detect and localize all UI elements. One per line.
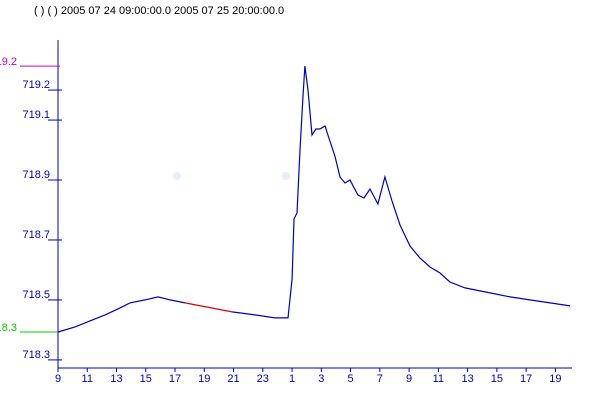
reference-label: 719.2 [0,56,17,68]
x-tick-label: 9 [406,373,412,385]
y-tick-label: 718.9 [22,169,50,181]
x-tick-label: 17 [169,373,181,385]
y-tick-label: 718.5 [22,289,50,301]
x-tick-label: 23 [257,373,269,385]
marker-dot [173,172,181,180]
chart-title: ( ) ( ) 2005 07 24 09:00:00.0 2005 07 25… [34,5,284,17]
x-tick-label: 3 [318,373,324,385]
x-tick-label: 5 [348,373,354,385]
y-tick-label: 719.1 [22,109,50,121]
x-tick-label: 13 [110,373,122,385]
y-tick-label: 719.2 [22,79,50,91]
x-tick-label: 11 [82,373,93,385]
x-tick-label: 19 [549,373,561,385]
series-line [184,302,233,313]
x-tick-label: 7 [377,373,383,385]
y-tick-label: 718.3 [22,349,50,361]
x-tick-label: 11 [433,373,444,385]
reference-label: 718.3 [0,322,17,334]
marker-dot [282,172,290,180]
x-tick-label: 17 [520,373,532,385]
x-tick-label: 19 [198,373,210,385]
series-line [57,66,571,333]
y-tick-label: 718.7 [22,229,50,241]
x-tick-label: 1 [289,373,295,385]
x-tick-label: 21 [227,373,239,385]
x-tick-label: 15 [491,373,503,385]
x-tick-label: 13 [461,373,473,385]
x-tick-label: 15 [140,373,152,385]
x-tick-label: 9 [55,373,61,385]
